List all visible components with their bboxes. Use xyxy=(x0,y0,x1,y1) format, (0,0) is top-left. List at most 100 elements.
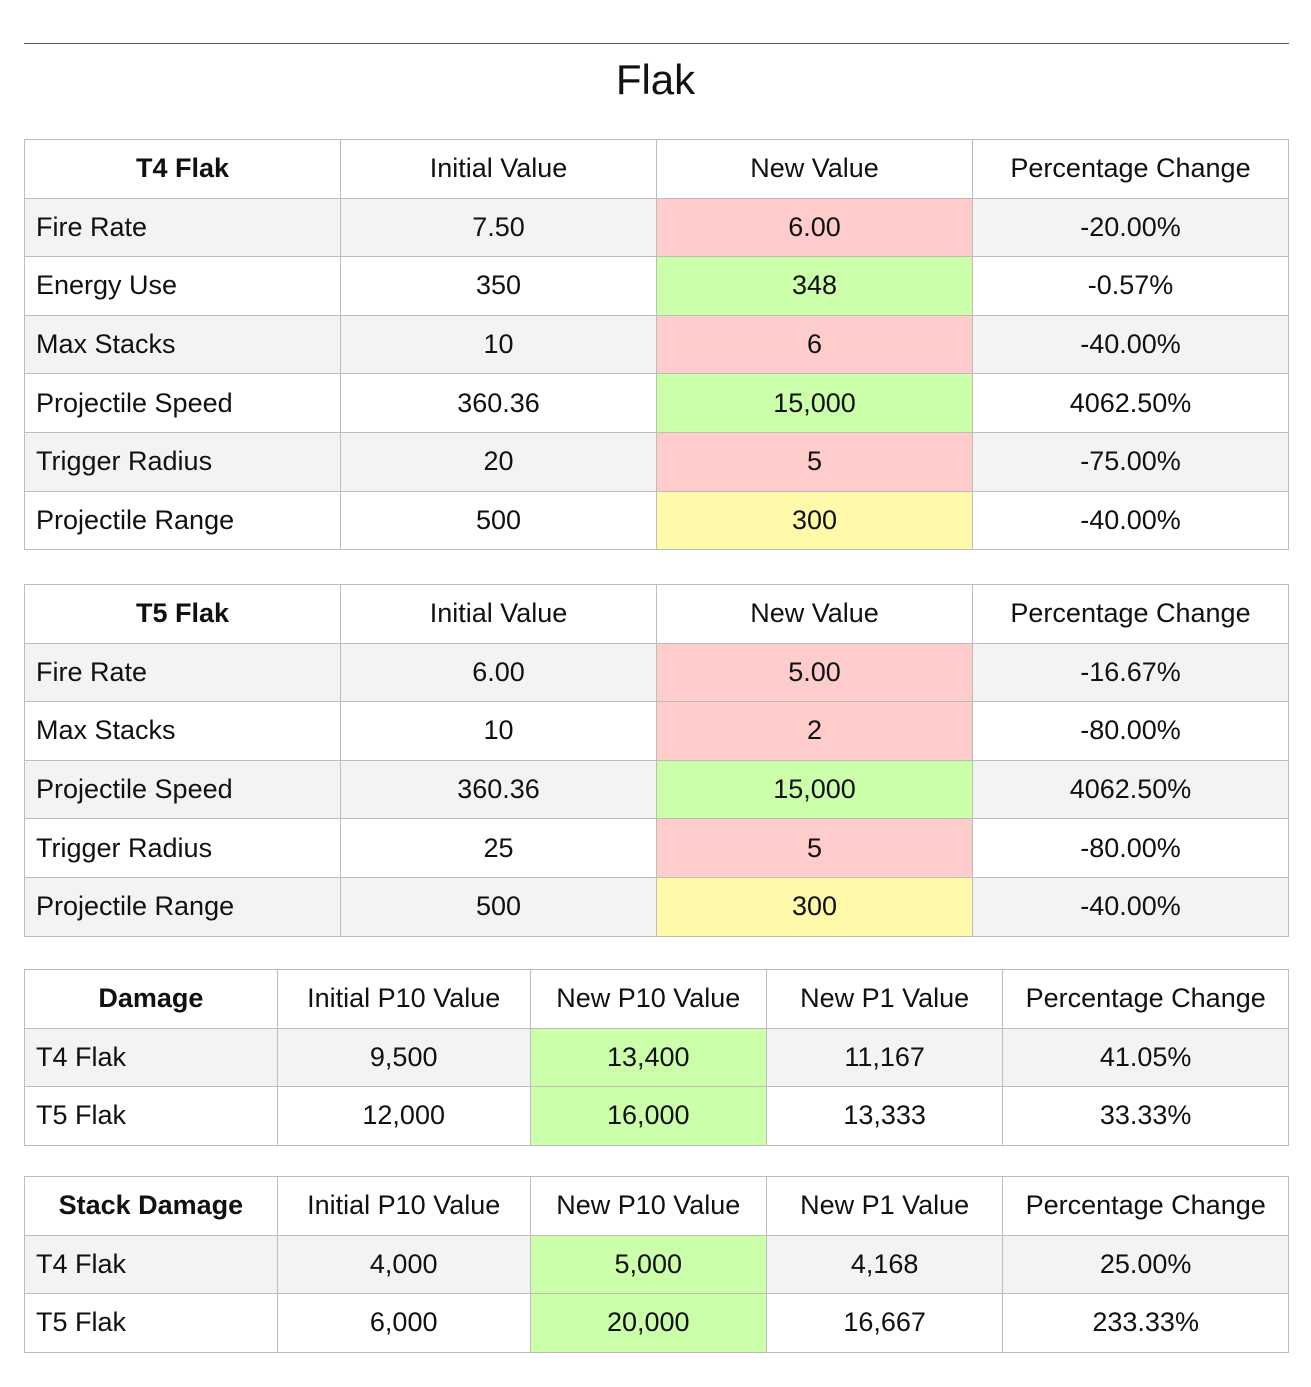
row-label: T4 Flak xyxy=(24,1027,278,1088)
column-header: Damage xyxy=(24,969,278,1029)
table-row: Projectile Range 500 300 -40.00% xyxy=(24,876,1289,937)
table-cell: 2 xyxy=(656,701,973,761)
table-cell: 15,000 xyxy=(656,759,973,820)
row-label: Max Stacks xyxy=(24,314,341,375)
table-cell: 10 xyxy=(340,701,657,761)
table-header-row: T4 Flak Initial Value New Value Percenta… xyxy=(24,139,1289,199)
table-cell: 25.00% xyxy=(1002,1234,1289,1295)
table-cell: 4,000 xyxy=(276,1234,531,1295)
table-row: Max Stacks 10 2 -80.00% xyxy=(24,701,1289,761)
table-row: Trigger Radius 25 5 -80.00% xyxy=(24,818,1289,878)
table-row: T4 Flak 9,500 13,400 11,167 41.05% xyxy=(24,1027,1289,1088)
stack-damage-table: Stack Damage Initial P10 Value New P10 V… xyxy=(24,1176,1289,1353)
table-row: Trigger Radius 20 5 -75.00% xyxy=(24,431,1289,492)
row-label: Fire Rate xyxy=(24,197,341,258)
table-cell: -80.00% xyxy=(972,701,1289,761)
table-cell: 20,000 xyxy=(529,1293,767,1353)
table-cell: 5.00 xyxy=(656,642,973,703)
table-cell: 41.05% xyxy=(1002,1027,1289,1088)
column-header: Stack Damage xyxy=(24,1176,278,1236)
row-label: Projectile Speed xyxy=(24,373,341,433)
table-cell: -20.00% xyxy=(972,197,1289,258)
table-cell: 10 xyxy=(340,314,657,375)
row-label: T4 Flak xyxy=(24,1234,278,1295)
table-cell: -40.00% xyxy=(972,314,1289,375)
row-label: Projectile Range xyxy=(24,876,341,937)
table-cell: -40.00% xyxy=(972,490,1289,551)
table-cell: 5 xyxy=(656,818,973,878)
table-cell: -16.67% xyxy=(972,642,1289,703)
damage-table: Damage Initial P10 Value New P10 Value N… xyxy=(24,969,1289,1146)
table-cell: 13,400 xyxy=(529,1027,767,1088)
table-header-row: T5 Flak Initial Value New Value Percenta… xyxy=(24,584,1289,644)
column-header: Percentage Change xyxy=(972,584,1289,644)
table-cell: 6.00 xyxy=(340,642,657,703)
table-row: Projectile Range 500 300 -40.00% xyxy=(24,490,1289,551)
table-cell: 500 xyxy=(340,876,657,937)
column-header: Initial P10 Value xyxy=(276,1176,531,1236)
column-header: Initial Value xyxy=(340,139,657,199)
t4-flak-table: T4 Flak Initial Value New Value Percenta… xyxy=(24,139,1289,551)
table-cell: 360.36 xyxy=(340,759,657,820)
row-label: Fire Rate xyxy=(24,642,341,703)
table-cell: 6 xyxy=(656,314,973,375)
column-header: New P1 Value xyxy=(765,1176,1004,1236)
table-row: Fire Rate 7.50 6.00 -20.00% xyxy=(24,197,1289,258)
column-header: New P1 Value xyxy=(765,969,1004,1029)
table-row: Energy Use 350 348 -0.57% xyxy=(24,256,1289,316)
table-cell: 500 xyxy=(340,490,657,551)
column-header: New P10 Value xyxy=(529,969,767,1029)
table-cell: -80.00% xyxy=(972,818,1289,878)
table-cell: 15,000 xyxy=(656,373,973,433)
table-row: T4 Flak 4,000 5,000 4,168 25.00% xyxy=(24,1234,1289,1295)
row-label: Projectile Speed xyxy=(24,759,341,820)
table-cell: 5,000 xyxy=(529,1234,767,1295)
row-label: T5 Flak xyxy=(24,1293,278,1353)
table-row: Max Stacks 10 6 -40.00% xyxy=(24,314,1289,375)
table-cell: 7.50 xyxy=(340,197,657,258)
table-cell: 16,667 xyxy=(765,1293,1004,1353)
table-cell: 33.33% xyxy=(1002,1086,1289,1146)
column-header: Percentage Change xyxy=(1002,969,1289,1029)
table-cell: 348 xyxy=(656,256,973,316)
table-header-row: Stack Damage Initial P10 Value New P10 V… xyxy=(24,1176,1289,1236)
table-cell: 233.33% xyxy=(1002,1293,1289,1353)
table-cell: -75.00% xyxy=(972,431,1289,492)
table-cell: 360.36 xyxy=(340,373,657,433)
row-label: Energy Use xyxy=(24,256,341,316)
table-row: Projectile Speed 360.36 15,000 4062.50% xyxy=(24,373,1289,433)
row-label: T5 Flak xyxy=(24,1086,278,1146)
table-cell: 6.00 xyxy=(656,197,973,258)
table-cell: 4,168 xyxy=(765,1234,1004,1295)
table-header-row: Damage Initial P10 Value New P10 Value N… xyxy=(24,969,1289,1029)
row-label: Trigger Radius xyxy=(24,818,341,878)
table-cell: 4062.50% xyxy=(972,759,1289,820)
table-cell: 300 xyxy=(656,490,973,551)
column-header: Initial P10 Value xyxy=(276,969,531,1029)
column-header: T5 Flak xyxy=(24,584,341,644)
column-header: Percentage Change xyxy=(1002,1176,1289,1236)
page-title: Flak xyxy=(615,56,696,103)
column-header: New Value xyxy=(656,139,973,199)
table-row: Projectile Speed 360.36 15,000 4062.50% xyxy=(24,759,1289,820)
row-label: Max Stacks xyxy=(24,701,341,761)
table-cell: 12,000 xyxy=(276,1086,531,1146)
table-row: T5 Flak 6,000 20,000 16,667 233.33% xyxy=(24,1293,1289,1353)
table-cell: 25 xyxy=(340,818,657,878)
row-label: Projectile Range xyxy=(24,490,341,551)
table-cell: 9,500 xyxy=(276,1027,531,1088)
table-cell: -40.00% xyxy=(972,876,1289,937)
row-label: Trigger Radius xyxy=(24,431,341,492)
top-divider xyxy=(24,43,1289,44)
column-header: Initial Value xyxy=(340,584,657,644)
table-cell: 20 xyxy=(340,431,657,492)
table-row: Fire Rate 6.00 5.00 -16.67% xyxy=(24,642,1289,703)
table-cell: 11,167 xyxy=(765,1027,1004,1088)
table-cell: 5 xyxy=(656,431,973,492)
table-cell: 4062.50% xyxy=(972,373,1289,433)
column-header: T4 Flak xyxy=(24,139,341,199)
table-cell: 6,000 xyxy=(276,1293,531,1353)
table-cell: 350 xyxy=(340,256,657,316)
table-row: T5 Flak 12,000 16,000 13,333 33.33% xyxy=(24,1086,1289,1146)
column-header: New Value xyxy=(656,584,973,644)
